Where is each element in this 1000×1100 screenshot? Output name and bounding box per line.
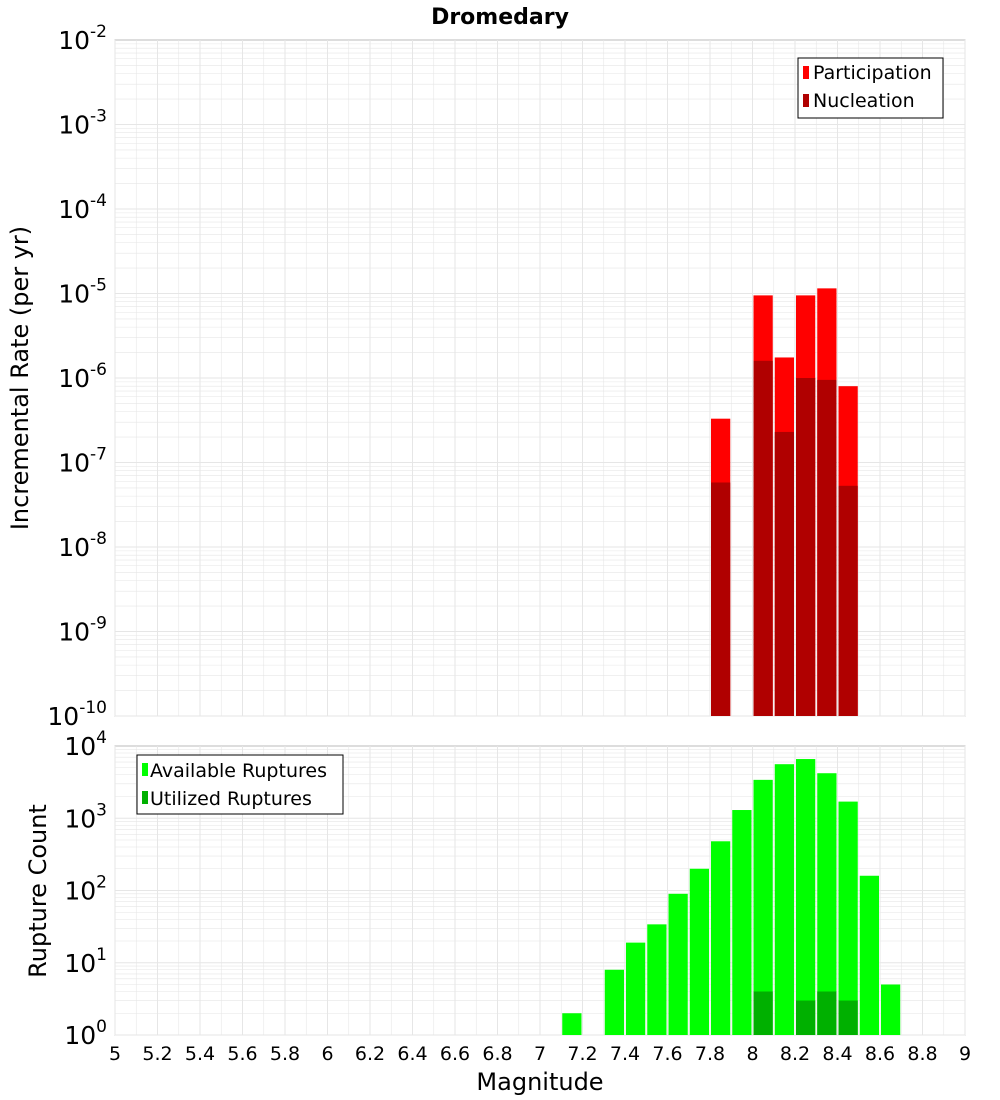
available-ruptures-bar <box>604 969 624 1035</box>
x-tick-label: 5.4 <box>185 1043 215 1065</box>
count-y-axis-label: Rupture Count <box>24 804 52 978</box>
nucleation-legend-label: Nucleation <box>813 90 915 112</box>
nucleation-bar <box>753 360 773 716</box>
nucleation-bar <box>817 379 837 716</box>
participation-legend-swatch <box>803 66 809 79</box>
nucleation-legend-swatch <box>803 94 809 107</box>
nucleation-bar <box>796 378 816 716</box>
x-tick-label: 5.8 <box>270 1043 300 1065</box>
count-y-tick-labels: 100 101 102 103 104 <box>64 728 107 1050</box>
rate-y-tick-labels: 10-10 10-9 10-8 10-7 10-6 10-5 10-4 10-3 10-2 <box>47 22 107 731</box>
x-tick-label: 6.2 <box>355 1043 385 1065</box>
available-ruptures-bar <box>647 924 667 1035</box>
y-tick-label: 101 <box>64 945 107 978</box>
y-tick-label: 100 <box>64 1017 107 1050</box>
nucleation-bar <box>838 485 858 716</box>
x-tick-label: 6 <box>321 1043 333 1065</box>
participation-legend-label: Participation <box>813 62 932 84</box>
count-panel: 100 101 102 103 104 Rupture Count Available … <box>24 728 966 1050</box>
x-tick-label: 7.2 <box>567 1043 597 1065</box>
rate-gridlines <box>114 40 966 717</box>
x-tick-label: 7 <box>534 1043 546 1065</box>
y-tick-label: 10-7 <box>58 445 107 478</box>
x-tick-label: 7.6 <box>652 1043 682 1065</box>
utilized-ruptures-legend-swatch <box>142 791 148 804</box>
y-tick-label: 102 <box>64 873 107 906</box>
y-tick-label: 103 <box>64 800 107 833</box>
x-tick-label: 8.4 <box>822 1043 852 1065</box>
rate-y-axis-label: Incremental Rate (per yr) <box>6 226 34 530</box>
x-tick-label: 8.6 <box>865 1043 895 1065</box>
x-tick-label: 9 <box>959 1043 971 1065</box>
available-ruptures-bar <box>774 764 794 1035</box>
available-ruptures-legend-label: Available Ruptures <box>150 760 327 782</box>
available-ruptures-bar <box>796 759 816 1035</box>
available-ruptures-bar <box>838 801 858 1035</box>
available-ruptures-bar <box>732 810 752 1035</box>
x-axis-label: Magnitude <box>476 1068 603 1096</box>
y-tick-label: 10-4 <box>58 191 107 224</box>
x-tick-label: 5.2 <box>142 1043 172 1065</box>
x-tick-label: 6.4 <box>397 1043 427 1065</box>
utilized-ruptures-bar <box>817 991 837 1035</box>
x-tick-label: 7.4 <box>610 1043 640 1065</box>
y-tick-label: 10-8 <box>58 529 107 562</box>
y-tick-label: 10-6 <box>58 360 107 393</box>
utilized-ruptures-legend-label: Utilized Ruptures <box>150 788 312 810</box>
y-tick-label: 10-2 <box>58 22 107 55</box>
available-ruptures-bar <box>859 875 879 1035</box>
available-ruptures-bar <box>562 1013 582 1035</box>
available-ruptures-bar <box>668 893 688 1035</box>
rate-bars <box>711 288 858 716</box>
available-ruptures-bar <box>626 942 646 1035</box>
utilized-ruptures-bar <box>796 1000 816 1035</box>
x-tick-label: 5 <box>109 1043 121 1065</box>
available-ruptures-bar <box>689 868 709 1035</box>
available-ruptures-bar <box>817 773 837 1035</box>
x-tick-label: 6.6 <box>440 1043 470 1065</box>
x-tick-label: 8 <box>746 1043 758 1065</box>
y-tick-label: 10-10 <box>47 698 107 731</box>
y-tick-label: 104 <box>64 728 107 761</box>
rate-panel: 10-10 10-9 10-8 10-7 10-6 10-5 10-4 10-3 10-2 In… <box>6 22 966 731</box>
utilized-ruptures-bar <box>838 1000 858 1035</box>
available-ruptures-bar <box>881 984 901 1035</box>
y-tick-label: 10-5 <box>58 276 107 309</box>
x-tick-label: 7.8 <box>695 1043 725 1065</box>
x-tick-label: 8.8 <box>907 1043 937 1065</box>
x-tick-label: 8.2 <box>780 1043 810 1065</box>
available-ruptures-bar <box>753 779 773 1035</box>
available-ruptures-bar <box>711 841 731 1035</box>
nucleation-bar <box>711 482 731 716</box>
y-tick-label: 10-9 <box>58 614 107 647</box>
y-tick-label: 10-3 <box>58 107 107 140</box>
chart-title: Dromedary <box>431 5 569 30</box>
count-legend-box <box>136 754 344 815</box>
x-tick-label: 6.8 <box>482 1043 512 1065</box>
utilized-ruptures-bar <box>753 991 773 1035</box>
rate-legend-box <box>797 57 944 119</box>
available-ruptures-legend-swatch <box>142 763 148 776</box>
count-bars <box>562 759 901 1035</box>
rate-legend: Participation Nucleation <box>797 57 944 119</box>
x-tick-labels: 5 5.2 5.4 5.6 5.8 6 6.2 6.4 6.6 6.8 7 7.2 7.4 7.6 7.8 8… <box>109 1043 971 1065</box>
count-legend: Available Ruptures Utilized Ruptures <box>136 754 344 815</box>
x-tick-label: 5.6 <box>227 1043 257 1065</box>
nucleation-bar <box>774 431 794 716</box>
